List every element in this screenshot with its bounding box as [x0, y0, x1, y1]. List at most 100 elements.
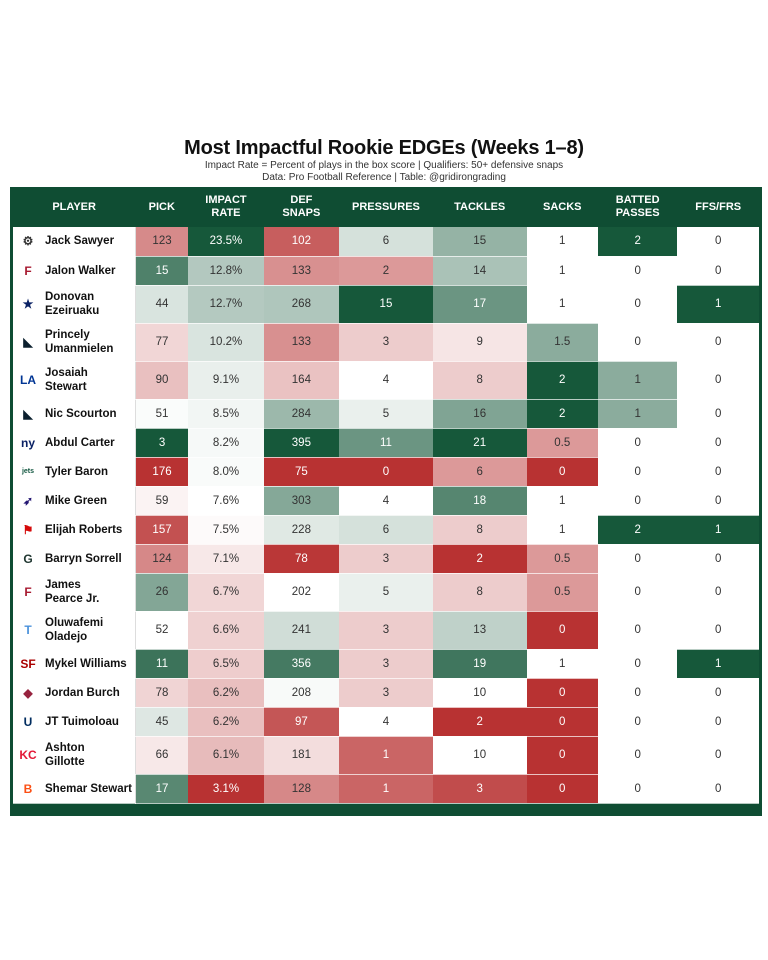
jets-logo-icon: jets	[21, 467, 35, 475]
snaps-cell: 268	[263, 285, 340, 324]
batted-cell: 1	[597, 399, 678, 429]
table-row: jets Tyler Baron 176 8.0% 75 0 6 0 0 0	[13, 457, 759, 487]
player-name: Mike Green	[45, 494, 107, 507]
impact-cell: 12.7%	[188, 285, 264, 324]
rams-logo-icon: LA	[20, 373, 36, 387]
tackles-cell: 13	[432, 611, 527, 650]
sacks-cell: 0	[526, 611, 598, 650]
tackles-cell: 8	[432, 573, 527, 612]
chart-source: Data: Pro Football Reference | Table: @g…	[262, 172, 506, 183]
ffs-cell: 0	[677, 774, 759, 804]
player-name: Donovan Ezeiruaku	[45, 291, 100, 317]
column-header: PRESSURES	[339, 187, 433, 227]
pressures-cell: 3	[339, 678, 433, 708]
impact-cell: 6.2%	[188, 678, 264, 708]
impact-cell: 8.5%	[188, 399, 264, 429]
player-name: Ashton Gillotte	[45, 742, 85, 768]
pick-cell: 176	[135, 457, 189, 487]
batted-cell: 2	[597, 515, 678, 545]
bengals-logo-icon: B	[23, 781, 33, 796]
chart-subtitle: Impact Rate = Percent of plays in the bo…	[204, 160, 564, 171]
ffs-cell: 0	[677, 256, 759, 286]
impact-cell: 7.6%	[188, 486, 264, 516]
sacks-cell: 0.5	[526, 573, 598, 612]
pick-cell: 11	[135, 649, 189, 679]
snaps-cell: 228	[263, 515, 340, 545]
pressures-cell: 15	[339, 285, 433, 324]
table-frame: PLAYER PICK IMPACT RATE DEF SNAPS PRESSURES TAC…	[10, 187, 762, 816]
batted-cell: 1	[597, 361, 678, 400]
pressures-cell: 3	[339, 544, 433, 574]
batted-cell: 0	[597, 544, 678, 574]
player-name: Abdul Carter	[45, 436, 115, 449]
table-row: ➶ Mike Green 59 7.6% 303 4 18 1 0 0	[13, 486, 759, 516]
table-row: ny Abdul Carter 3 8.2% 395 11 21 0.5 0 0	[13, 428, 759, 458]
pressures-cell: 2	[339, 256, 433, 286]
pressures-cell: 1	[339, 736, 433, 775]
snaps-cell: 78	[263, 544, 340, 574]
ffs-cell: 0	[677, 707, 759, 737]
pressures-cell: 0	[339, 457, 433, 487]
ffs-cell: 1	[677, 285, 759, 324]
pressures-cell: 4	[339, 486, 433, 516]
pick-cell: 45	[135, 707, 189, 737]
batted-cell: 0	[597, 428, 678, 458]
sacks-cell: 0.5	[526, 544, 598, 574]
title-block: Most Impactful Rookie EDGEs (Weeks 1–8) …	[0, 136, 768, 184]
impact-cell: 12.8%	[188, 256, 264, 286]
column-header: SACKS	[526, 187, 598, 227]
batted-cell: 0	[597, 256, 678, 286]
batted-cell: 0	[597, 707, 678, 737]
player-name: Jack Sawyer	[45, 235, 115, 248]
column-header: DEF SNAPS	[263, 187, 340, 227]
giants-logo-icon: ny	[20, 435, 35, 450]
player-cell: F James Pearce Jr.	[13, 573, 136, 612]
batted-cell: 0	[597, 323, 678, 362]
ffs-cell: 0	[677, 361, 759, 400]
player-cell: B Shemar Stewart	[13, 774, 136, 804]
snaps-cell: 181	[263, 736, 340, 775]
pressures-cell: 1	[339, 774, 433, 804]
snaps-cell: 303	[263, 486, 340, 516]
snaps-cell: 241	[263, 611, 340, 650]
sacks-cell: 1	[526, 227, 598, 257]
ravens-logo-icon: ➶	[22, 493, 34, 508]
pick-cell: 3	[135, 428, 189, 458]
pressures-cell: 3	[339, 323, 433, 362]
sacks-cell: 1	[526, 515, 598, 545]
impact-cell: 7.1%	[188, 544, 264, 574]
column-header: PLAYER	[13, 187, 136, 227]
table-row: LA Josaiah Stewart 90 9.1% 164 4 8 2 1 0	[13, 361, 759, 400]
sacks-cell: 0	[526, 707, 598, 737]
tackles-cell: 2	[432, 544, 527, 574]
player-name: Jordan Burch	[45, 686, 120, 699]
impact-cell: 9.1%	[188, 361, 264, 400]
ffs-cell: 0	[677, 428, 759, 458]
player-cell: jets Tyler Baron	[13, 457, 136, 487]
tackles-cell: 8	[432, 515, 527, 545]
column-header: FFS/FRS	[677, 187, 759, 227]
impact-cell: 6.1%	[188, 736, 264, 775]
stats-table: PLAYER PICK IMPACT RATE DEF SNAPS PRESSURES TAC…	[13, 187, 759, 804]
ffs-cell: 0	[677, 573, 759, 612]
sacks-cell: 1	[526, 285, 598, 324]
table-row: G Barryn Sorrell 124 7.1% 78 3 2 0.5 0 0	[13, 544, 759, 574]
sacks-cell: 1	[526, 256, 598, 286]
batted-cell: 0	[597, 573, 678, 612]
player-cell: ◣ Princely Umanmielen	[13, 323, 136, 362]
table-row: ◣ Nic Scourton 51 8.5% 284 5 16 2 1 0	[13, 399, 759, 429]
snaps-cell: 208	[263, 678, 340, 708]
tackles-cell: 15	[432, 227, 527, 257]
batted-cell: 0	[597, 486, 678, 516]
tackles-cell: 17	[432, 285, 527, 324]
ffs-cell: 0	[677, 736, 759, 775]
pick-cell: 90	[135, 361, 189, 400]
impact-cell: 6.6%	[188, 611, 264, 650]
table-row: ⚙ Jack Sawyer 123 23.5% 102 6 15 1 2 0	[13, 227, 759, 257]
table-row: SF Mykel Williams 11 6.5% 356 3 19 1 0 1	[13, 649, 759, 679]
colts-logo-icon: U	[23, 714, 33, 729]
ffs-cell: 0	[677, 457, 759, 487]
player-cell: ⚙ Jack Sawyer	[13, 227, 136, 257]
pick-cell: 77	[135, 323, 189, 362]
impact-cell: 7.5%	[188, 515, 264, 545]
